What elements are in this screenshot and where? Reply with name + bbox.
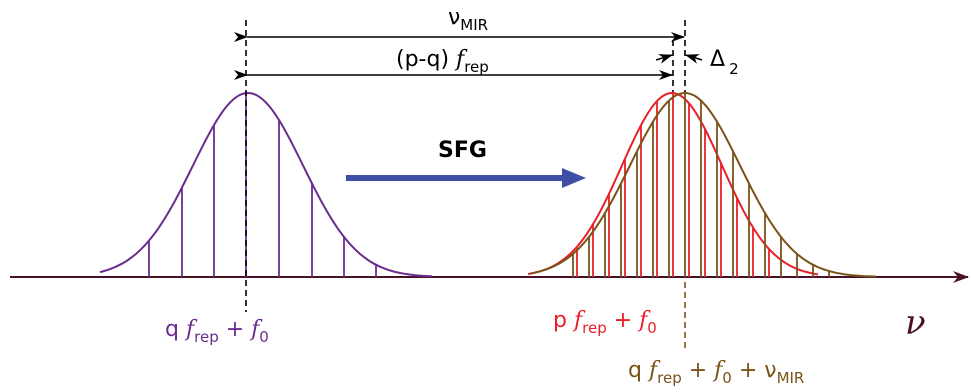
nu-mir-label: νMIR: [448, 5, 488, 34]
q-comb-label: q frep + f0: [165, 317, 269, 346]
q-mir-comb-envelope: [529, 92, 877, 278]
p-comb-envelope: [527, 91, 819, 277]
q-mir-envelope-curve: [529, 92, 877, 278]
q-comb-envelope: [99, 91, 433, 278]
p-comb-label: p frep + f0: [553, 308, 657, 337]
delta2-right-arrow: [685, 54, 703, 64]
q-mir-comb-label: q frep + f0 + νMIR: [628, 358, 804, 387]
nu-axis-label: ν: [905, 303, 926, 343]
sfg-label: SFG: [438, 138, 487, 163]
delta2-left-arrow: [655, 54, 673, 64]
pq-frep-label: (p-q) frep: [396, 47, 489, 76]
sfg-arrow: [346, 168, 586, 188]
